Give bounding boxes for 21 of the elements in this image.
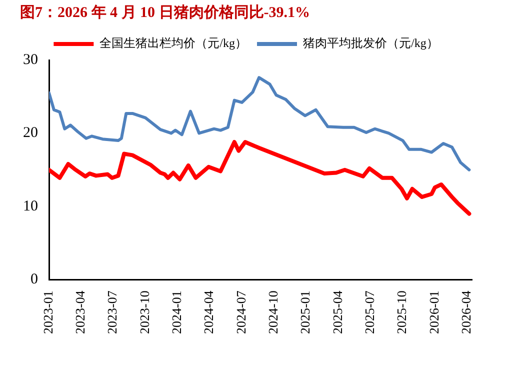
legend-label: 猪肉平均批发价（元/kg）: [303, 36, 438, 50]
y-tick-label: 30: [23, 52, 38, 68]
x-tick-label: 2023-04: [72, 290, 88, 334]
legend-label: 全国生猪出栏均价（元/kg）: [100, 36, 248, 50]
x-tick-label: 2026-04: [458, 290, 474, 334]
x-tick-label: 2024-10: [266, 290, 281, 334]
y-tick-label: 10: [23, 198, 38, 214]
x-tick-label: 2024-04: [201, 290, 216, 334]
x-tick-label: 2025-10: [394, 290, 410, 334]
x-tick-label: 2023-01: [40, 290, 56, 334]
chart-title: 图7：2026 年 4 月 10 日猪肉价格同比-39.1%: [20, 4, 310, 21]
y-tick-label: 0: [30, 272, 38, 288]
x-tick-label: 2023-07: [104, 290, 120, 334]
x-tick-label: 2025-04: [330, 290, 345, 334]
x-tick-label: 2025-01: [298, 290, 313, 334]
y-tick-label: 20: [23, 125, 38, 142]
x-tick-label: 2026-01: [426, 290, 442, 334]
x-tick-label: 2025-07: [362, 290, 378, 334]
x-tick-label: 2023-10: [136, 290, 152, 334]
x-tick-label: 2024-01: [169, 290, 184, 334]
x-tick-label: 2024-07: [233, 290, 248, 334]
